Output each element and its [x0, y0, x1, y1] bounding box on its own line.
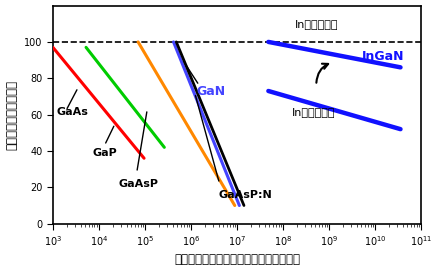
- Text: GaAsP: GaAsP: [118, 179, 158, 189]
- Text: GaAs: GaAs: [56, 107, 88, 117]
- Text: Inの量が多い: Inの量が多い: [295, 19, 338, 29]
- Y-axis label: 規格化された発光効率: 規格化された発光効率: [6, 80, 18, 150]
- Text: Inの量少ない: Inの量少ない: [292, 107, 336, 117]
- X-axis label: 欠陥の密度（一平方センチあたりの数）: 欠陥の密度（一平方センチあたりの数）: [174, 254, 300, 267]
- Text: GaAsP:N: GaAsP:N: [219, 190, 272, 200]
- Text: GaN: GaN: [197, 85, 226, 98]
- Text: GaP: GaP: [92, 149, 117, 158]
- Text: InGaN: InGaN: [362, 50, 405, 63]
